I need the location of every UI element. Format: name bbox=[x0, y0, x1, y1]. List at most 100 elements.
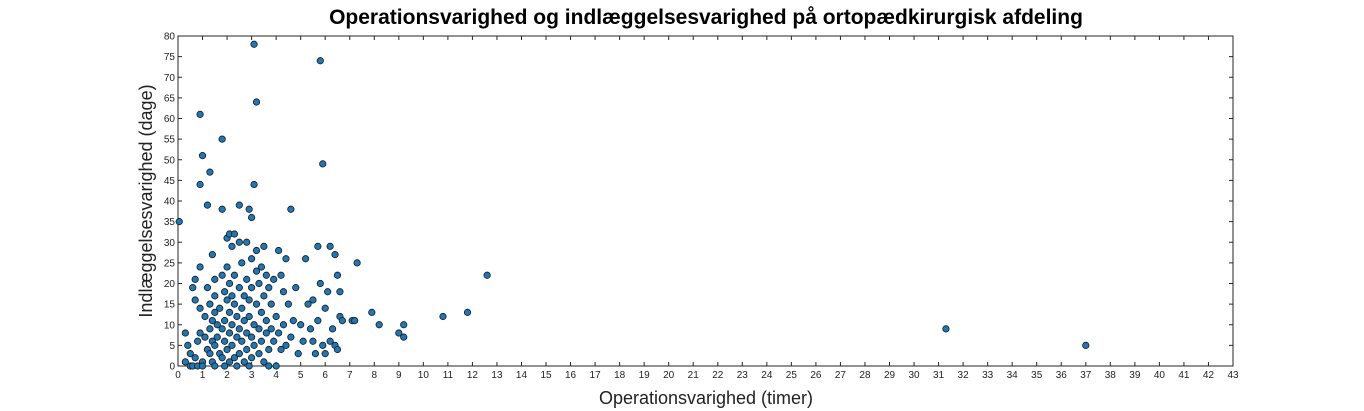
x-tick-label: 6 bbox=[322, 370, 328, 381]
data-point bbox=[255, 325, 263, 333]
data-point bbox=[213, 333, 221, 341]
y-tick-label: 40 bbox=[164, 197, 176, 208]
x-tick-label: 26 bbox=[810, 370, 822, 381]
data-point bbox=[191, 275, 199, 283]
data-point bbox=[235, 325, 243, 333]
data-point bbox=[181, 329, 189, 337]
data-point bbox=[333, 345, 342, 354]
y-tick-label: 15 bbox=[164, 300, 176, 311]
data-point bbox=[233, 312, 241, 321]
data-point bbox=[211, 341, 219, 349]
x-tick-label: 35 bbox=[1031, 370, 1043, 381]
data-point bbox=[333, 271, 342, 279]
data-point bbox=[223, 296, 231, 304]
data-point bbox=[218, 135, 226, 143]
data-point bbox=[301, 255, 310, 263]
data-point bbox=[250, 321, 258, 329]
data-point bbox=[243, 275, 251, 283]
x-tick-label: 15 bbox=[540, 370, 552, 381]
data-point bbox=[1082, 341, 1090, 349]
data-point bbox=[272, 362, 280, 370]
y-tick-label: 25 bbox=[164, 258, 176, 269]
data-point bbox=[235, 238, 243, 246]
data-point bbox=[248, 354, 256, 362]
x-tick-label: 1 bbox=[200, 370, 206, 381]
data-point bbox=[316, 279, 324, 288]
data-point bbox=[243, 345, 251, 354]
data-point bbox=[336, 288, 344, 296]
x-tick-label: 32 bbox=[958, 370, 970, 381]
data-point bbox=[221, 362, 229, 370]
data-point bbox=[368, 308, 376, 316]
y-tick-label: 10 bbox=[164, 320, 176, 331]
x-tick-label: 12 bbox=[467, 370, 479, 381]
data-point bbox=[277, 345, 285, 354]
x-tick-label: 42 bbox=[1203, 370, 1215, 381]
data-point bbox=[218, 271, 226, 279]
data-point bbox=[245, 296, 253, 304]
y-tick-label: 60 bbox=[164, 114, 176, 125]
data-point bbox=[252, 267, 261, 275]
data-point bbox=[304, 300, 312, 308]
data-point bbox=[265, 345, 273, 354]
data-point bbox=[235, 201, 243, 209]
x-tick-label: 25 bbox=[786, 370, 798, 381]
data-point bbox=[228, 341, 236, 349]
data-point bbox=[306, 325, 315, 333]
data-point bbox=[223, 263, 231, 271]
y-tick-label: 55 bbox=[164, 135, 176, 146]
data-point bbox=[270, 337, 278, 345]
y-tick-label: 35 bbox=[164, 217, 176, 228]
data-point bbox=[463, 308, 472, 316]
data-point bbox=[248, 255, 256, 263]
x-tick-label: 30 bbox=[908, 370, 920, 381]
data-point bbox=[191, 296, 199, 304]
data-point bbox=[294, 350, 302, 358]
x-tick-label: 33 bbox=[982, 370, 994, 381]
data-point bbox=[265, 284, 273, 292]
x-tick-label: 39 bbox=[1129, 370, 1141, 381]
data-point bbox=[297, 321, 305, 329]
x-tick-label: 16 bbox=[565, 370, 577, 381]
data-point bbox=[250, 40, 258, 48]
x-tick-label: 19 bbox=[639, 370, 651, 381]
y-tick-label: 30 bbox=[164, 238, 176, 249]
data-point bbox=[208, 251, 216, 259]
data-point bbox=[252, 98, 261, 106]
x-tick-label: 23 bbox=[737, 370, 749, 381]
x-tick-label: 29 bbox=[884, 370, 896, 381]
data-point bbox=[309, 296, 317, 304]
data-point bbox=[245, 362, 253, 370]
data-point bbox=[375, 321, 383, 329]
y-tick-label: 20 bbox=[164, 279, 176, 290]
data-point bbox=[238, 304, 246, 312]
data-point bbox=[181, 358, 189, 366]
chart-title: Operationsvarighed og indlæggelsesvarigh… bbox=[329, 6, 1083, 29]
data-point bbox=[353, 259, 361, 267]
data-point bbox=[213, 321, 221, 329]
data-point bbox=[175, 218, 183, 226]
data-point bbox=[238, 337, 246, 345]
y-tick-label: 80 bbox=[164, 32, 176, 43]
data-point bbox=[255, 350, 263, 358]
data-point bbox=[248, 333, 256, 341]
data-point bbox=[225, 358, 234, 366]
data-point bbox=[243, 329, 251, 337]
data-point bbox=[240, 317, 248, 325]
x-tick-label: 43 bbox=[1227, 370, 1239, 381]
data-point bbox=[331, 251, 339, 259]
x-tick-label: 31 bbox=[933, 370, 945, 381]
x-tick-label: 28 bbox=[859, 370, 871, 381]
data-point bbox=[314, 317, 322, 325]
data-point bbox=[260, 358, 268, 366]
data-point bbox=[257, 263, 266, 271]
x-tick-label: 20 bbox=[663, 370, 675, 381]
data-point bbox=[221, 337, 229, 345]
y-tick-label: 5 bbox=[169, 341, 175, 352]
data-point bbox=[233, 362, 241, 370]
y-tick-label: 70 bbox=[164, 73, 176, 84]
data-point bbox=[211, 292, 219, 300]
x-tick-label: 21 bbox=[688, 370, 700, 381]
data-point bbox=[279, 288, 288, 296]
